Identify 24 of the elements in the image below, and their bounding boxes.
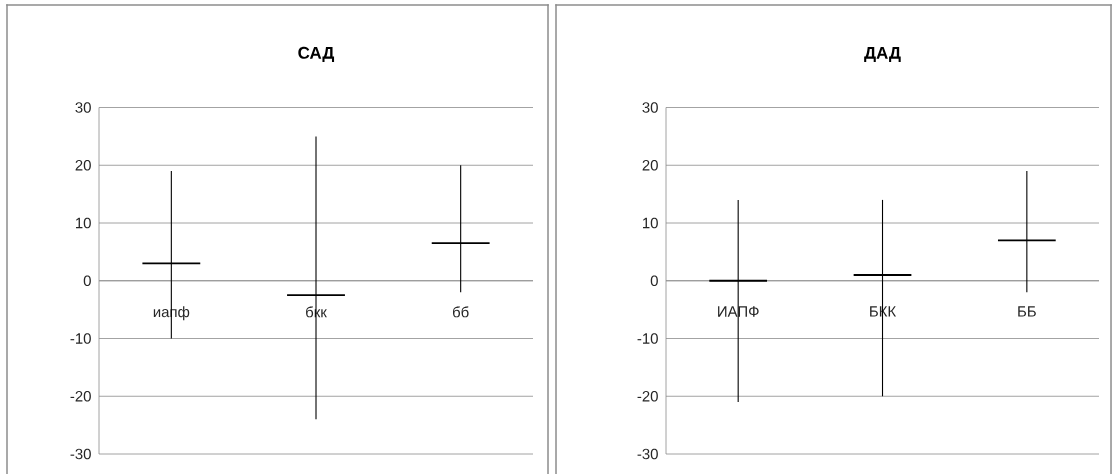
chart-title: ДАД bbox=[864, 46, 901, 63]
candlestick bbox=[286, 135, 346, 420]
y-tick-label: 0 bbox=[83, 275, 91, 287]
x-tick-label: бб bbox=[452, 306, 469, 318]
y-tick-label: -20 bbox=[637, 390, 658, 402]
x-tick-label: ББ bbox=[1018, 306, 1036, 317]
candlestick bbox=[708, 199, 768, 403]
chart-title: САД bbox=[298, 46, 335, 63]
y-tick-label: 30 bbox=[75, 102, 91, 113]
candlestick bbox=[430, 164, 491, 293]
y-tick-label: -10 bbox=[70, 333, 91, 344]
y-tick-label: 0 bbox=[650, 275, 658, 287]
y-tick-label: -30 bbox=[637, 448, 658, 460]
candlestick bbox=[997, 170, 1057, 293]
y-tick-label: -20 bbox=[70, 390, 91, 402]
y-tick-label: -30 bbox=[70, 448, 91, 460]
y-tick-label: 30 bbox=[642, 102, 658, 113]
y-tick-label: 20 bbox=[642, 159, 658, 171]
y-tick-label: 20 bbox=[75, 159, 91, 171]
y-tick-label: 10 bbox=[643, 217, 658, 229]
candlestick bbox=[141, 170, 202, 340]
y-tick-label: 10 bbox=[76, 217, 91, 229]
y-tick-label: -10 bbox=[637, 333, 658, 344]
candlestick bbox=[852, 199, 913, 397]
